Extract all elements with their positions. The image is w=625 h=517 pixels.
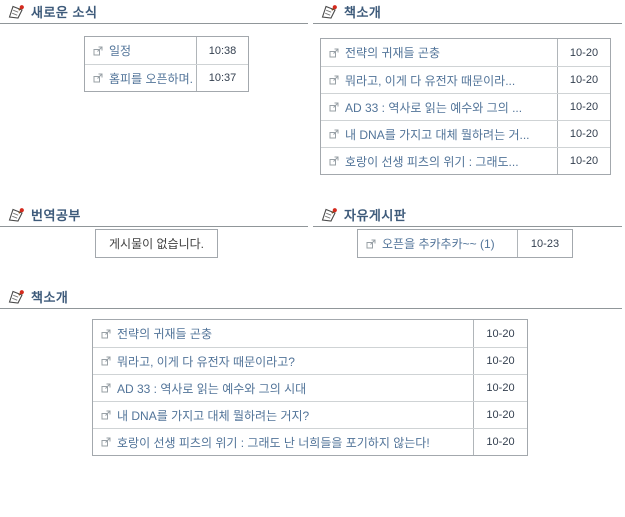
new-window-icon: [329, 75, 339, 85]
new-window-icon: [93, 46, 103, 56]
post-date: 10-20: [486, 409, 515, 421]
section-header-new-news: 새로운 소식: [0, 0, 308, 24]
memo-pencil-icon: [8, 4, 25, 20]
board-book-intro-bottom: 전략의 귀재들 곤충 10-20 뭐라고, 이게 다 유전자 때문이라고? 10…: [92, 319, 528, 456]
post-date: 10-20: [569, 46, 599, 59]
board-new-news: 일정 10:38 홈피를 오픈하며... 10:37: [84, 36, 249, 92]
post-link[interactable]: 호랑이 선생 피츠의 위기 : 그래도 난 너희들을 포기하지 않는다!: [117, 435, 430, 450]
post-link[interactable]: 전략의 귀재들 곤충: [345, 46, 440, 60]
table-row: 전략의 귀재들 곤충 10-20: [321, 39, 610, 66]
post-link[interactable]: 뭐라고, 이게 다 유전자 때문이라...: [345, 73, 516, 88]
board-free-board: 오픈을 추카추카~~ (1) 10-23: [357, 229, 573, 258]
post-date: 10-23: [530, 237, 560, 250]
table-row: AD 33 : 역사로 읽는 예수와 그의 ... 10-20: [321, 93, 610, 120]
table-row: 호랑이 선생 피츠의 위기 : 그래도... 10-20: [321, 147, 610, 174]
table-row: 뭐라고, 이게 다 유전자 때문이라... 10-20: [321, 66, 610, 93]
post-date: 10-20: [486, 355, 515, 367]
memo-pencil-icon: [8, 207, 25, 223]
table-row: 일정 10:38: [85, 37, 248, 64]
post-date: 10-20: [569, 74, 599, 86]
table-row: 내 DNA를 가지고 대체 뭘하려는 거... 10-20: [321, 120, 610, 147]
section-title-new-news: 새로운 소식: [31, 5, 98, 20]
post-date: 10-20: [569, 101, 599, 113]
section-title-free-board: 자유게시판: [344, 208, 407, 223]
table-row: 오픈을 추카추카~~ (1) 10-23: [358, 230, 572, 257]
new-window-icon: [329, 102, 339, 112]
new-window-icon: [101, 329, 111, 339]
section-title-translation-study: 번역공부: [31, 208, 81, 223]
memo-pencil-icon: [321, 207, 338, 223]
table-row: 호랑이 선생 피츠의 위기 : 그래도 난 너희들을 포기하지 않는다! 10-…: [93, 428, 527, 455]
table-row: 홈피를 오픈하며... 10:37: [85, 64, 248, 91]
new-window-icon: [101, 383, 111, 393]
memo-pencil-icon: [8, 289, 25, 305]
post-link[interactable]: 호랑이 선생 피츠의 위기 : 그래도...: [345, 154, 519, 169]
new-window-icon: [329, 129, 339, 139]
post-date: 10-20: [569, 155, 599, 167]
post-date: 10-20: [569, 128, 599, 140]
new-window-icon: [93, 73, 103, 83]
post-link[interactable]: 오픈을 추카추카~~ (1): [382, 237, 495, 251]
board-book-intro-top: 전략의 귀재들 곤충 10-20 뭐라고, 이게 다 유전자 때문이라... 1…: [320, 38, 611, 175]
post-link[interactable]: AD 33 : 역사로 읽는 예수와 그의 ...: [345, 100, 523, 115]
post-link[interactable]: AD 33 : 역사로 읽는 예수와 그의 시대: [117, 381, 307, 396]
post-time: 10:37: [208, 72, 237, 84]
new-window-icon: [101, 410, 111, 420]
post-link[interactable]: 뭐라고, 이게 다 유전자 때문이라고?: [117, 354, 295, 369]
section-header-translation-study: 번역공부: [0, 203, 308, 227]
table-row: 내 DNA를 가지고 대체 뭘하려는 거지? 10-20: [93, 401, 527, 428]
section-header-book-intro-bottom: 책소개: [0, 285, 622, 309]
post-date: 10-20: [486, 382, 515, 394]
new-window-icon: [101, 437, 111, 447]
section-title-book-intro-top: 책소개: [344, 5, 382, 20]
section-header-free-board: 자유게시판: [313, 203, 622, 227]
section-title-book-intro-bottom: 책소개: [31, 290, 69, 305]
post-link[interactable]: 전략의 귀재들 곤충: [117, 327, 212, 341]
new-window-icon: [329, 156, 339, 166]
post-date: 10-20: [486, 436, 515, 448]
post-link[interactable]: 일정: [109, 44, 132, 58]
post-time: 10:38: [208, 44, 237, 57]
new-window-icon: [101, 356, 111, 366]
post-date: 10-20: [486, 327, 515, 340]
table-row: 뭐라고, 이게 다 유전자 때문이라고? 10-20: [93, 347, 527, 374]
memo-pencil-icon: [321, 4, 338, 20]
post-link[interactable]: 내 DNA를 가지고 대체 뭘하려는 거지?: [117, 408, 310, 423]
empty-posts-notice: 게시물이 없습니다.: [95, 229, 218, 258]
new-window-icon: [329, 48, 339, 58]
section-header-book-intro-top: 책소개: [313, 0, 622, 24]
table-row: AD 33 : 역사로 읽는 예수와 그의 시대 10-20: [93, 374, 527, 401]
table-row: 전략의 귀재들 곤충 10-20: [93, 320, 527, 347]
post-link[interactable]: 홈피를 오픈하며...: [109, 71, 192, 86]
post-link[interactable]: 내 DNA를 가지고 대체 뭘하려는 거...: [345, 127, 530, 142]
new-window-icon: [366, 239, 376, 249]
